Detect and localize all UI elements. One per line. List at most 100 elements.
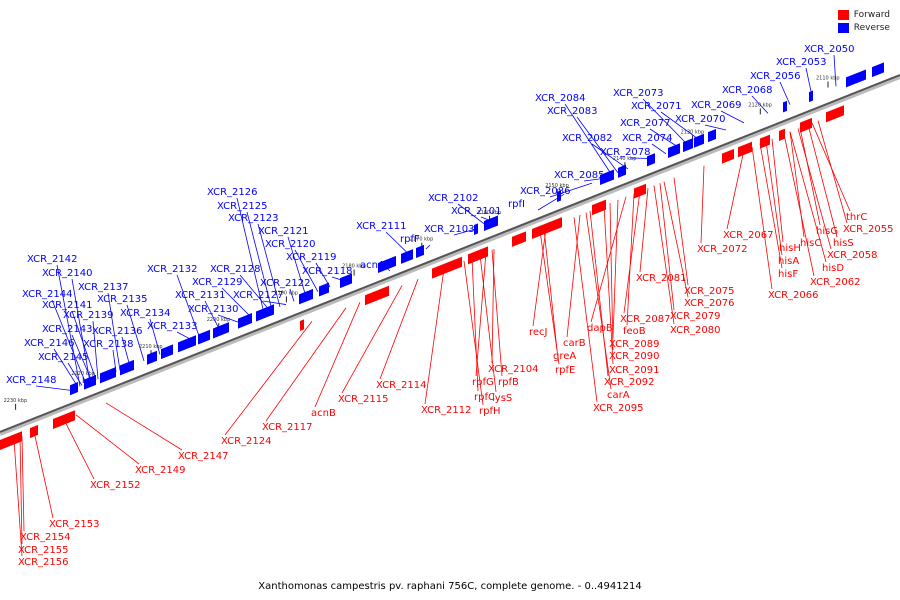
label-leader	[651, 143, 667, 155]
label-leader	[653, 185, 675, 325]
gene-label: XCR_2101	[451, 206, 502, 217]
reverse-gene-box	[256, 304, 274, 322]
label-leader	[639, 187, 649, 273]
label-leader	[385, 231, 411, 256]
reverse-gene-box	[846, 69, 866, 88]
gene-label: XCR_2128	[210, 264, 261, 275]
label-leader	[649, 128, 681, 149]
label-leader	[779, 81, 791, 105]
label-leader	[471, 257, 479, 392]
label-leader	[700, 165, 705, 244]
label-leader	[583, 178, 605, 182]
label-leader	[783, 133, 815, 277]
reverse-gene-box	[161, 344, 173, 360]
gene-label: XCR_2103	[424, 224, 475, 235]
label-leader	[585, 212, 612, 390]
label-leader	[341, 285, 403, 394]
gene-label: XCR_2066	[768, 290, 819, 301]
label-leader	[663, 181, 689, 298]
label-leader	[257, 223, 281, 308]
gene-label: rpfE	[555, 365, 575, 376]
tick-label: 2130 kbp	[681, 129, 705, 135]
gene-label: XCR_2115	[338, 394, 389, 405]
gene-label: XCR_2123	[228, 213, 279, 224]
label-leader	[457, 203, 487, 226]
gene-label: carB	[563, 338, 586, 349]
gene-label: feoB	[623, 326, 646, 337]
gene-label: XCR_2129	[192, 277, 243, 288]
label-leader	[833, 54, 837, 87]
gene-label: lysS	[492, 393, 512, 404]
gene-label: XCR_2142	[27, 254, 78, 265]
gene-features	[0, 62, 884, 450]
gene-label: XCR_2077	[620, 118, 671, 129]
label-leader	[576, 116, 619, 174]
gene-label: XCR_2078	[600, 147, 651, 158]
label-leader	[642, 98, 689, 146]
gene-label: XCR_2127	[233, 290, 284, 301]
label-leader	[315, 262, 331, 288]
label-leader	[751, 146, 773, 290]
gene-label: XCR_2090	[609, 351, 660, 362]
reverse-gene-box	[319, 282, 329, 297]
reverse-gene-box	[340, 273, 352, 289]
gene-label: XCR_2154	[20, 532, 71, 543]
reverse-gene-box	[120, 359, 134, 376]
label-leader	[71, 310, 97, 381]
label-leader	[453, 228, 479, 236]
gene-label: rpfG	[472, 377, 494, 388]
gene-label: XCR_2087	[620, 314, 671, 325]
label-leader	[566, 214, 581, 338]
forward-gene-box	[468, 246, 488, 265]
gene-label: XCR_2114	[376, 380, 427, 391]
gene-label: XCR_2081	[636, 273, 687, 284]
reverse-swatch	[837, 22, 849, 33]
gene-label: XCR_2138	[83, 339, 134, 350]
label-leader	[475, 252, 487, 377]
label-leader	[262, 300, 287, 305]
label-leader	[121, 336, 131, 367]
gene-label: XCR_2092	[604, 377, 655, 388]
gene-label: XCR_2069	[691, 100, 742, 111]
gene-label: XCR_2146	[24, 338, 75, 349]
gene-label: hisH	[779, 243, 801, 254]
label-leader	[726, 149, 745, 230]
gene-label: hisA	[778, 256, 799, 267]
reverse-gene-box	[708, 128, 716, 143]
label-leader	[612, 199, 619, 339]
label-leader	[105, 402, 183, 451]
label-leader	[480, 216, 495, 223]
kbp-ticks: 2110 kbp 2120 kbp 2130 kbp 2140 kbp 2150 kbp…	[4, 76, 840, 410]
forward-gene-box	[722, 148, 734, 164]
label-leader	[590, 196, 627, 323]
gene-label: XCR_2152	[90, 480, 141, 491]
label-leaders	[13, 54, 851, 557]
label-leader	[539, 230, 560, 365]
gene-label: XCR_2085	[554, 170, 605, 181]
backbone-shadow	[0, 75, 900, 436]
label-leader	[149, 318, 161, 355]
label-leader	[63, 419, 95, 480]
gene-label: rpfF	[400, 234, 420, 245]
label-leader	[71, 278, 91, 383]
gene-label: XCR_2124	[221, 436, 272, 447]
forward-gene-box	[300, 319, 304, 331]
label-leader	[92, 320, 99, 380]
label-leader	[176, 331, 195, 342]
forward-gene-box	[512, 231, 526, 247]
forward-gene-box	[779, 128, 785, 141]
reverse-gene-box	[694, 133, 704, 148]
gene-label: XCR_2148	[6, 375, 57, 386]
label-leader	[771, 138, 784, 243]
gene-label: XCR_2091	[609, 365, 660, 376]
forward-gene-box	[800, 117, 812, 133]
gene-label: XCR_2104	[488, 364, 539, 375]
gene-label: XCR_2131	[175, 290, 226, 301]
forward-gene-box	[432, 256, 462, 279]
gene-label: XCR_2086	[520, 186, 571, 197]
gene-label: XCR_2083	[547, 106, 598, 117]
gene-label: rpfB	[498, 377, 519, 388]
gene-label: XCR_2141	[42, 300, 93, 311]
